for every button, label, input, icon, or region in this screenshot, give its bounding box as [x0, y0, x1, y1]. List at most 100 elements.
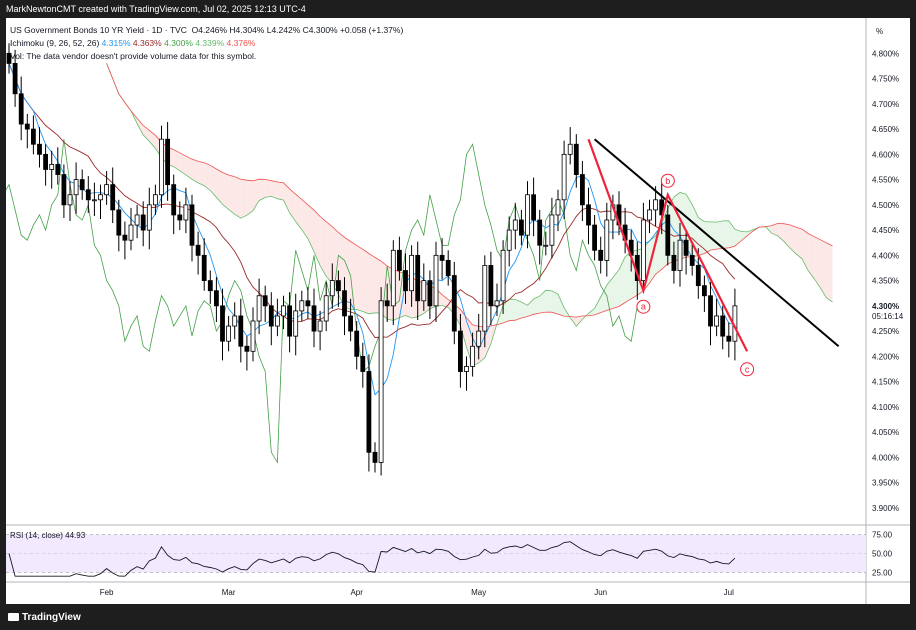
chikou-span-line: [0, 139, 638, 464]
time-axis-label: Mar: [222, 588, 236, 597]
time-axis-label: Jun: [594, 588, 607, 597]
candle-body: [122, 234, 128, 241]
ichimoku-cloud-segment: [741, 231, 748, 242]
rsi-axis-tick: 25.00: [872, 568, 893, 577]
ichimoku-cloud-segment: [539, 290, 546, 314]
candle-body: [49, 164, 55, 170]
candle-body: [531, 194, 536, 221]
candle-body: [482, 265, 488, 332]
candle-body: [61, 174, 67, 206]
candle-body: [689, 254, 695, 266]
candle-body: [244, 345, 250, 352]
candle-body: [177, 214, 183, 221]
candle-body: [213, 290, 219, 307]
candle-body: [653, 199, 658, 211]
candle-body: [43, 153, 48, 170]
price-axis-tick: 4.200%: [872, 352, 899, 361]
ichimoku-cloud-segment: [216, 168, 223, 205]
candle-body: [165, 138, 171, 186]
ichimoku-cloud-segment: [307, 204, 314, 252]
candle-body: [360, 355, 366, 372]
wave-label-c: c: [745, 364, 750, 374]
price-axis-tick: 4.650%: [872, 125, 899, 134]
candle-body: [55, 164, 61, 175]
descending-trendline: [593, 138, 840, 348]
candle-body: [79, 179, 85, 191]
ichimoku-cloud-segment: [545, 290, 552, 313]
time-axis-label: May: [471, 588, 486, 597]
candle-body: [488, 265, 494, 307]
wave-label-a: a: [641, 302, 646, 312]
ichimoku-cloud-segment: [271, 180, 278, 199]
price-axis-tick: 4.450%: [872, 226, 899, 235]
price-axis-tick: 4.800%: [872, 49, 899, 58]
candle-body: [73, 179, 79, 196]
price-chart-svg[interactable]: a b c% 4.800% 4.750% 4.700% 4.650% 4.600% 4.550%…: [0, 18, 910, 604]
rsi-axis-tick: 50.00: [872, 550, 893, 559]
candle-body: [104, 184, 109, 196]
candle-body: [110, 184, 116, 211]
ichimoku-cloud-segment: [716, 220, 723, 250]
candle-body: [555, 199, 561, 216]
symbol-title[interactable]: US Government Bonds 10 YR Yield · 1D · T…: [10, 25, 187, 35]
ichimoku-cloud-segment: [588, 308, 595, 316]
candle-body: [592, 224, 597, 251]
ichimoku-cloud-segment: [204, 162, 211, 191]
attribution-text: MarkNewtonCMT created with TradingView.c…: [6, 4, 306, 14]
ichimoku-cloud-segment: [503, 299, 510, 324]
ichimoku-cloud-segment: [301, 199, 308, 239]
ichimoku-cloud-segment: [594, 297, 601, 315]
candle-body: [671, 254, 677, 271]
candle-body: [506, 229, 512, 251]
rsi-line: [8, 541, 736, 577]
candle-body: [317, 320, 323, 332]
wave-label-circle-c: [740, 362, 755, 377]
candle-body: [12, 63, 18, 95]
candle-body: [85, 189, 91, 201]
candle-body: [403, 270, 408, 292]
candle-body: [274, 315, 280, 327]
candle-body: [305, 300, 311, 307]
candle-body: [549, 214, 555, 246]
ichimoku-cloud-segment: [228, 175, 235, 215]
ichimoku-label[interactable]: Ichimoku (9, 26, 52, 26): [10, 38, 100, 48]
wave-label-circle-b: [660, 173, 675, 188]
tradingview-brand[interactable]: TradingView: [8, 612, 81, 623]
price-axis-tick: 4.050%: [872, 428, 899, 437]
candle-body: [573, 143, 579, 175]
candle-body: [311, 305, 317, 332]
candle-body: [342, 290, 347, 317]
candle-body: [348, 315, 354, 332]
candle-body: [604, 219, 610, 261]
ichimoku-cloud-segment: [198, 161, 205, 186]
candle-body: [232, 315, 238, 327]
price-axis-tick: 4.400%: [872, 251, 899, 260]
price-axis-tick: 4.750%: [872, 75, 899, 84]
price-axis-tick: 4.500%: [872, 201, 899, 210]
ichimoku-cloud-segment: [625, 251, 632, 303]
tradingview-logo-icon: [8, 613, 19, 621]
candle-body: [421, 280, 427, 302]
candle-body: [708, 295, 713, 327]
candle-body: [372, 451, 378, 463]
ichimoku-cloud-segment: [173, 149, 180, 171]
candle-body: [128, 224, 134, 241]
candle-body: [384, 300, 390, 307]
price-axis-unit: %: [876, 27, 883, 36]
candle-body: [665, 214, 671, 256]
ohlc-values: O4.246% H4.304% L4.242% C4.300% +0.058 (…: [191, 25, 404, 35]
ichimoku-cloud-segment: [521, 302, 528, 318]
candle-body: [116, 209, 122, 236]
ichimoku-cloud-segment: [234, 176, 241, 219]
candle-body: [647, 209, 652, 221]
ichimoku-cloud-segment: [802, 229, 809, 271]
candle-body: [24, 123, 30, 130]
ichimoku-cloud-segment: [375, 257, 382, 314]
ichimoku-cloud-segment: [820, 239, 827, 298]
chart-canvas[interactable]: a b c% 4.800% 4.750% 4.700% 4.650% 4.600% 4.550%…: [0, 18, 910, 604]
ichimoku-cloud-segment: [558, 294, 565, 317]
price-axis-tick: 4.550%: [872, 176, 899, 185]
ichimoku-cloud-segment: [185, 156, 192, 180]
candle-body: [598, 249, 604, 261]
